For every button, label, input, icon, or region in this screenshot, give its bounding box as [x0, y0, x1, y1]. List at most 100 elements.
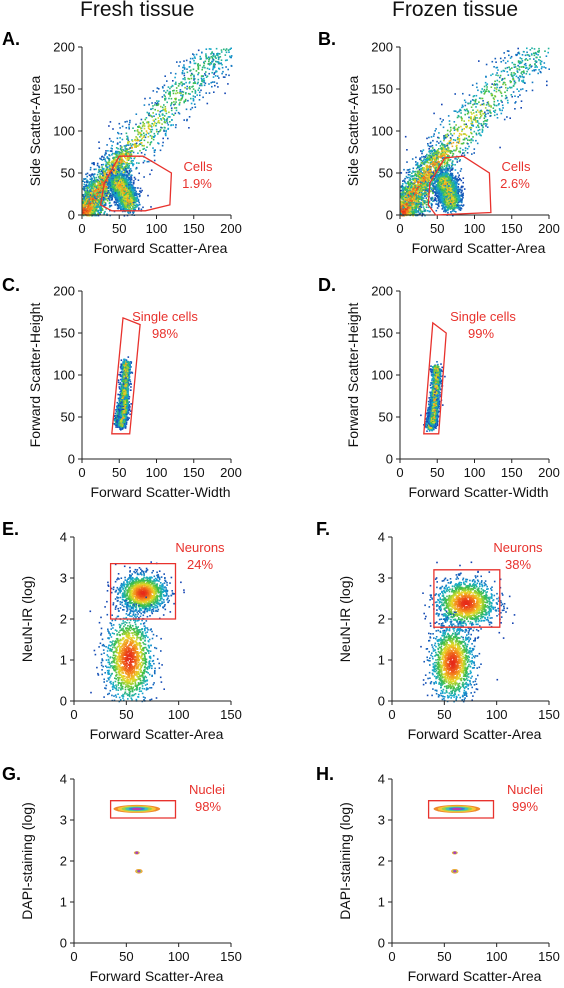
event-point [141, 189, 143, 192]
event-point [95, 192, 97, 195]
event-point [139, 187, 142, 190]
event-point [197, 66, 200, 69]
event-point [208, 64, 211, 66]
event-point [96, 182, 99, 184]
event-point [180, 98, 183, 100]
event-point [84, 181, 86, 183]
event-point [152, 90, 155, 92]
event-point [91, 186, 93, 189]
event-point [130, 157, 133, 160]
event-point [84, 201, 87, 204]
event-point [472, 136, 474, 138]
event-point [175, 109, 178, 112]
event-point [106, 171, 109, 174]
event-point [456, 138, 459, 141]
event-point [185, 92, 187, 94]
event-point [495, 104, 498, 107]
event-point [518, 80, 520, 82]
event-point [143, 104, 146, 106]
event-point [132, 209, 135, 211]
event-point [97, 213, 99, 215]
event-point [89, 184, 91, 186]
event-point [121, 160, 124, 163]
event-point [194, 82, 197, 84]
event-point [98, 184, 100, 187]
event-point [132, 206, 134, 209]
event-point [112, 141, 114, 143]
event-point [95, 179, 97, 182]
event-point [86, 187, 88, 190]
event-point [108, 163, 111, 166]
event-point [91, 162, 93, 165]
event-point [414, 191, 416, 193]
event-point [475, 106, 477, 108]
event-point [149, 129, 152, 131]
event-point [126, 208, 129, 211]
event-point [120, 193, 122, 195]
x-tick-label: 50 [112, 221, 126, 236]
event-point [114, 158, 116, 161]
event-point [121, 196, 124, 198]
event-point [89, 199, 92, 202]
event-point [97, 214, 100, 217]
event-point [117, 147, 119, 150]
event-point [125, 183, 128, 186]
event-point [96, 179, 98, 181]
event-point [132, 189, 135, 192]
event-point [82, 199, 84, 202]
event-point [504, 57, 506, 59]
event-point [92, 163, 95, 165]
event-point [213, 53, 215, 56]
event-point [87, 191, 90, 194]
event-point [126, 135, 128, 138]
event-point [102, 172, 104, 174]
event-point [90, 198, 92, 201]
event-point [181, 83, 184, 85]
event-point [194, 91, 197, 93]
event-point [116, 143, 119, 145]
event-point [109, 180, 111, 183]
event-point [122, 191, 124, 194]
event-point [138, 131, 141, 134]
event-point [481, 129, 484, 132]
event-point [100, 198, 102, 200]
event-point [92, 209, 94, 211]
event-point [90, 212, 92, 215]
event-point [106, 184, 109, 186]
event-point [121, 138, 124, 141]
event-point [541, 66, 543, 68]
event-point [482, 100, 484, 102]
event-point [128, 158, 130, 160]
event-point [193, 75, 195, 78]
event-point [130, 184, 133, 186]
event-point [507, 102, 509, 104]
event-point [121, 202, 123, 205]
event-point [136, 206, 138, 208]
event-point [517, 60, 520, 62]
event-point [96, 194, 98, 197]
event-point [93, 196, 96, 198]
event-point [527, 54, 530, 56]
event-point [84, 212, 87, 214]
event-point [406, 149, 408, 151]
event-point [213, 91, 215, 93]
event-point [205, 53, 207, 55]
event-point [97, 187, 99, 189]
event-point [133, 203, 135, 206]
event-point [99, 207, 101, 209]
event-point [449, 159, 451, 162]
event-point [111, 171, 113, 174]
event-point [96, 202, 98, 204]
event-point [90, 190, 92, 193]
event-point [120, 200, 123, 202]
event-point [117, 150, 119, 153]
event-point [114, 183, 116, 185]
event-point [130, 170, 133, 172]
event-point [164, 108, 167, 110]
event-point [117, 199, 119, 201]
event-point [132, 151, 135, 154]
event-point [439, 140, 442, 143]
event-point [93, 183, 96, 185]
event-point [207, 63, 210, 65]
event-point [156, 100, 158, 102]
